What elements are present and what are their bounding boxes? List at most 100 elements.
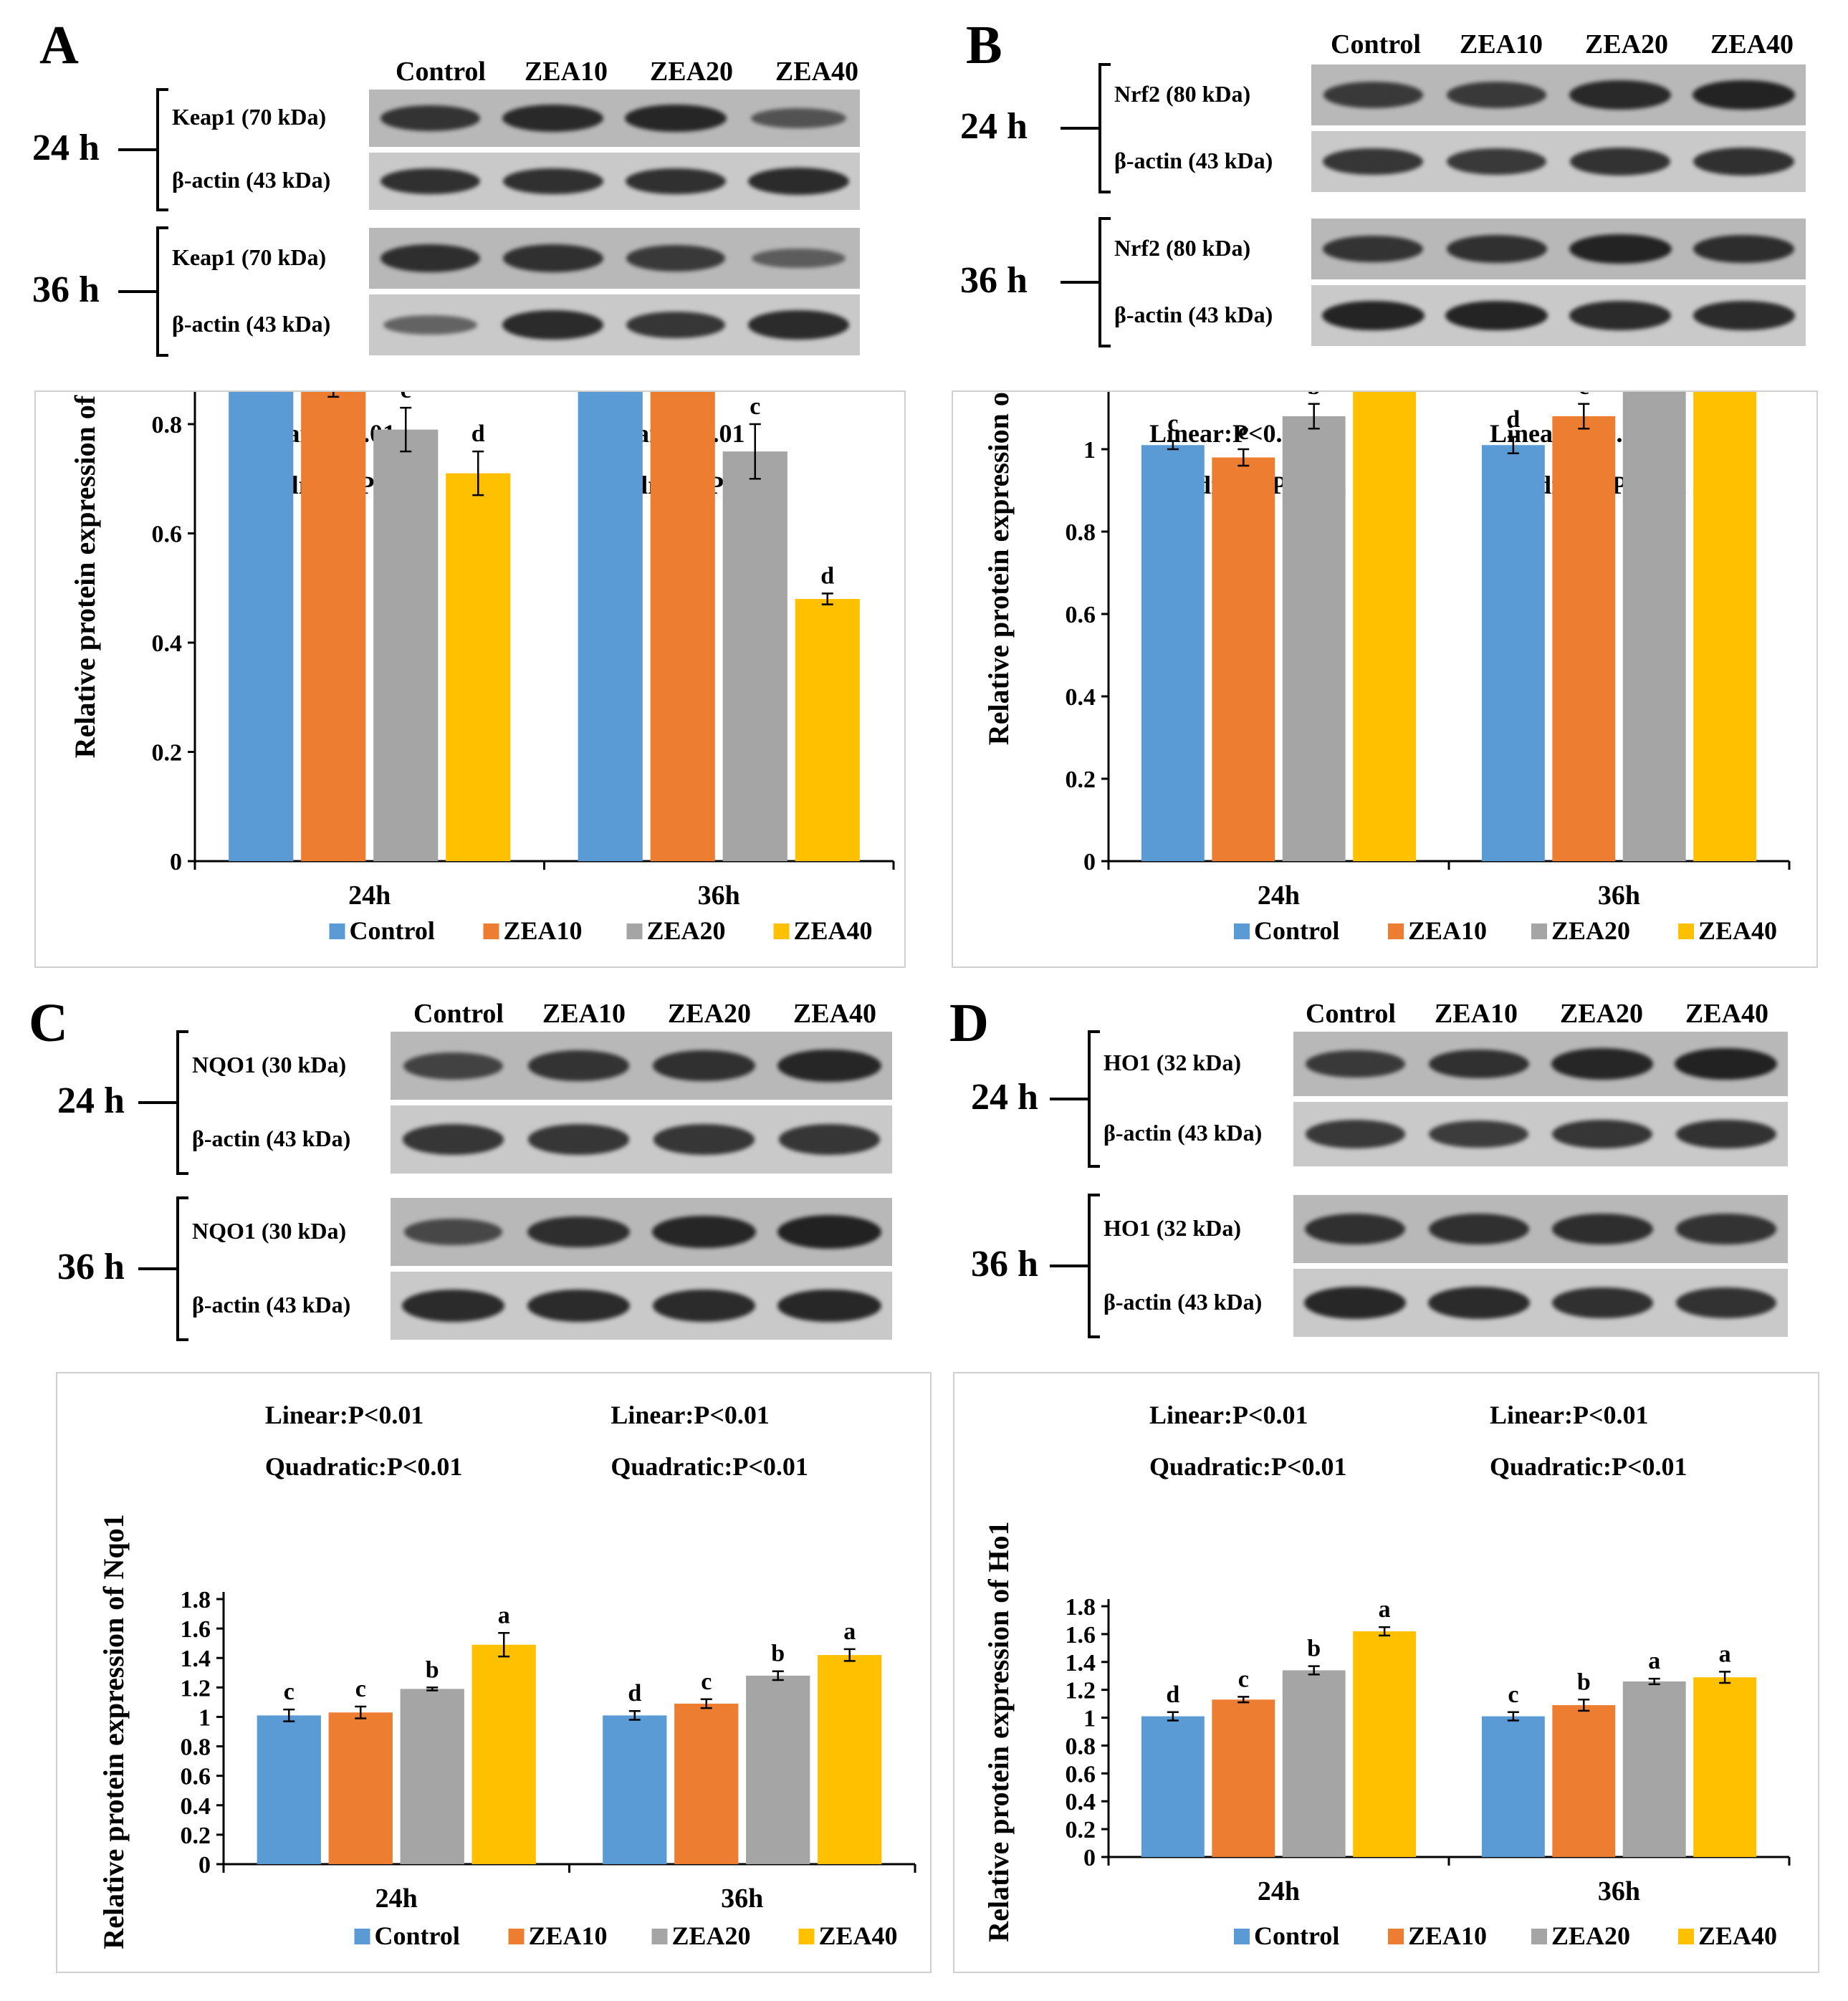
panel-letter: A [39,15,79,75]
protein-band [747,310,849,340]
protein-band [1693,80,1796,110]
y-tick-label: 0.4 [1066,684,1096,711]
y-tick-label: 1.6 [1066,1622,1096,1649]
legend-label: ZEA20 [647,916,726,945]
bar-zea10 [674,1703,739,1864]
protein-band [1675,1119,1776,1149]
protein-band [752,248,846,269]
western-blot-strip [1293,1102,1788,1166]
legend-swatch [1678,923,1694,939]
protein-band [652,1215,756,1249]
western-blot-strip [1311,219,1806,279]
lane-header: ZEA40 [1685,999,1769,1029]
time-point-label: 36 h [960,260,1028,301]
western-blot-strip [1311,131,1806,192]
protein-band [380,168,481,195]
bar-zea40 [1693,392,1757,861]
bar-zea10 [1552,416,1616,861]
western-blot-strip [369,90,860,147]
legend-label: ZEA10 [529,1921,608,1950]
legend-swatch [798,1929,815,1944]
bar-control [578,392,643,861]
protein-band [1305,1050,1405,1078]
y-tick-label: 1.6 [181,1616,211,1643]
western-blot-strip [1311,285,1806,346]
bar-zea20 [1622,1681,1686,1857]
lane-header: ZEA40 [793,999,877,1029]
protein-band [403,1052,503,1080]
legend-swatch [329,923,345,939]
y-tick-label: 1.2 [1066,1678,1096,1704]
bar-zea20 [1282,416,1346,861]
y-tick-label: 1.8 [1066,1594,1096,1621]
protein-band [403,1219,503,1245]
legend-swatch [1531,923,1547,939]
blot-row-label: β-actin (43 kDa) [1103,1288,1263,1315]
legend-label: ZEA40 [794,916,873,945]
bar-zea20 [1282,1670,1346,1857]
protein-band [380,244,481,273]
legend-swatch [626,923,643,939]
y-axis-label: Relative protein expression of Ho1 [982,1521,1015,1942]
x-tick-label: 24h [348,880,391,911]
protein-band [1447,82,1547,108]
bracket-line [1061,217,1111,347]
protein-band [1305,1213,1406,1245]
protein-band [1551,1048,1654,1080]
y-axis-label: Relative protein expression of Nrf2 [982,392,1015,745]
bar-zea10 [1552,1705,1616,1857]
x-tick-label: 36h [721,1884,763,1914]
bar-control [1481,445,1545,861]
bracket-path [1050,1194,1100,1338]
bar-control [603,1715,667,1864]
significance-letter: c [355,1676,366,1702]
y-tick-label: 0.8 [152,412,183,438]
protein-band [653,1050,755,1082]
legend-swatch [483,923,499,939]
chart-panel: Relative protein expression of Nrf2 0 0.2 0… [952,390,1818,968]
blot-row-label: Nrf2 (80 kDa) [1114,234,1251,261]
quadratic-stat-label: Quadratic:P<0.01 [1490,1452,1687,1481]
bracket-line [118,88,168,211]
blot-row-label: β-actin (43 kDa) [1114,147,1273,173]
protein-band [1675,1047,1778,1080]
y-tick-label: 0.8 [1066,519,1096,546]
significance-letter: a [1648,1648,1660,1674]
y-tick-label: 0.2 [1066,1817,1096,1843]
significance-letter: c [1579,392,1589,400]
legend-label: ZEA40 [1698,916,1777,945]
protein-band [1446,235,1547,263]
x-tick-label: 36h [698,880,740,911]
time-point-label: 36 h [971,1244,1038,1285]
significance-letter: d [1506,406,1520,433]
legend-label: ZEA20 [1551,916,1630,945]
significance-letter: c [401,392,411,403]
bracket-path [1050,1030,1100,1168]
blot-row-label: β-actin (43 kDa) [1114,301,1273,327]
protein-band [777,1049,881,1083]
protein-band [1323,235,1424,263]
time-point-label: 24 h [971,1077,1038,1118]
bar-control [1141,1716,1205,1857]
y-tick-label: 0.8 [1066,1733,1096,1760]
bar-zea20 [722,451,787,861]
legend-label: ZEA20 [1551,1921,1630,1950]
bar-zea10 [328,1712,393,1864]
protein-band [1429,1120,1529,1148]
lane-header: ZEA10 [1434,999,1518,1029]
bar-control [257,1715,321,1864]
western-blot-strip [391,1105,892,1174]
legend-swatch [1234,923,1250,939]
lane-header: ZEA10 [542,999,626,1029]
y-tick-label: 0.4 [152,630,183,657]
y-tick-label: 1.8 [181,1587,211,1613]
lane-header: ZEA20 [1584,29,1669,59]
bar-zea40 [1353,1631,1417,1857]
time-point-label: 36 h [32,269,100,310]
x-tick-label: 24h [375,1884,418,1914]
protein-band [503,168,603,195]
protein-band [777,1214,882,1249]
lane-header: ZEA20 [649,57,734,87]
y-tick-label: 1.4 [1066,1650,1096,1676]
protein-band [1321,300,1425,331]
